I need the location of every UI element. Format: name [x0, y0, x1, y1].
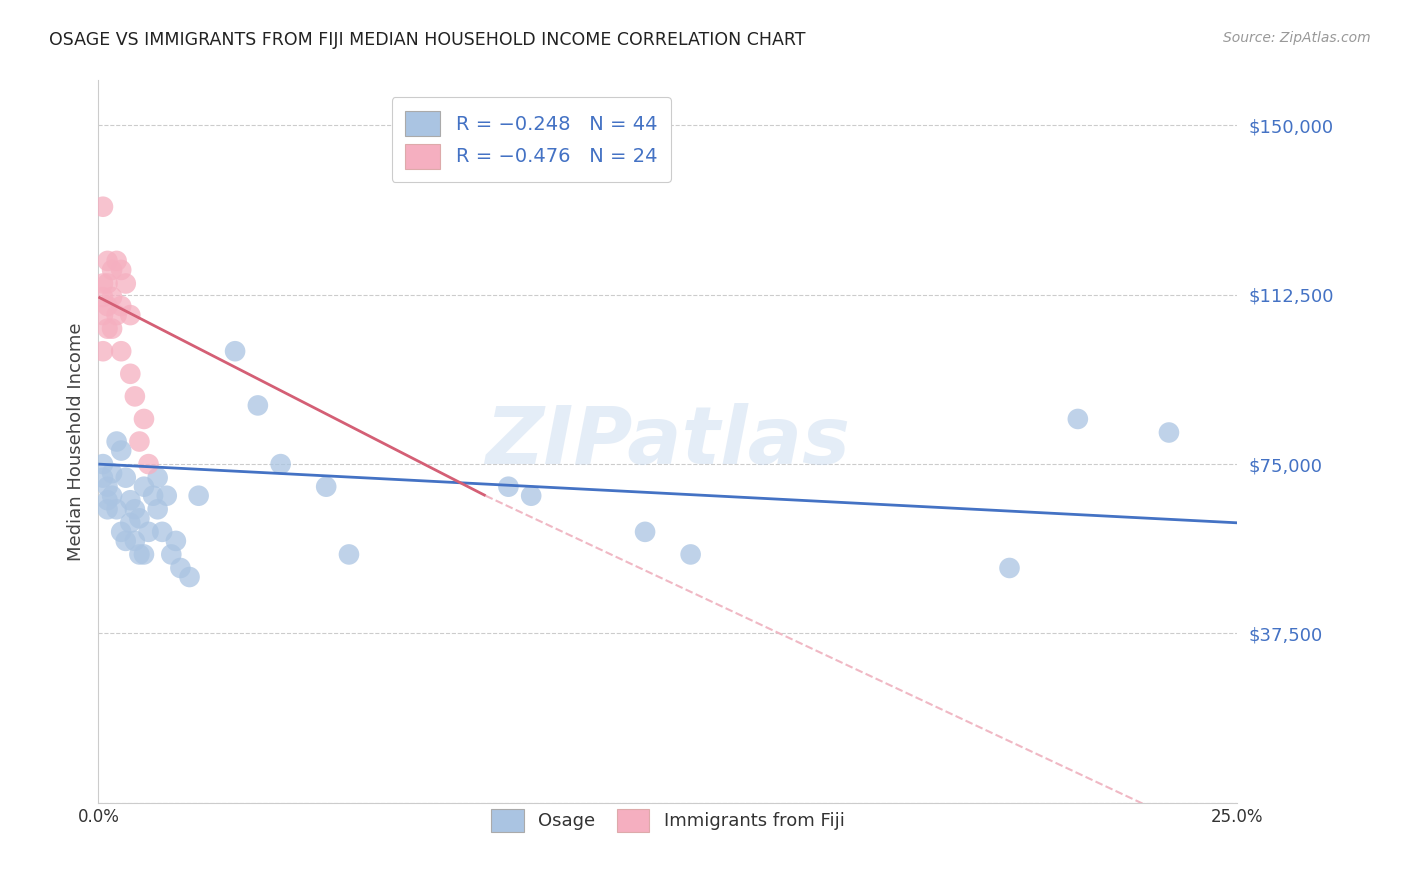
Point [1067, 412, 1090, 426]
Point [187, 489, 209, 503]
Point [156, 489, 179, 503]
Point [114, 277, 136, 291]
Point [165, 533, 187, 548]
Point [270, 457, 292, 471]
Point [138, 457, 160, 471]
Point [105, 434, 128, 449]
Point [138, 524, 160, 539]
Point [120, 308, 142, 322]
Point [110, 299, 132, 313]
Point [128, 434, 150, 449]
Point [101, 263, 124, 277]
Point [120, 493, 142, 508]
Point [105, 253, 128, 268]
Point [998, 561, 1021, 575]
Point [96, 253, 118, 268]
Point [124, 533, 146, 548]
Point [128, 511, 150, 525]
Point [132, 548, 155, 562]
Point [96, 502, 118, 516]
Point [91, 277, 114, 291]
Point [150, 524, 173, 539]
Point [91, 290, 114, 304]
Point [124, 389, 146, 403]
Point [142, 489, 165, 503]
Point [114, 470, 136, 484]
Point [128, 548, 150, 562]
Legend: Osage, Immigrants from Fiji: Osage, Immigrants from Fiji [482, 799, 853, 841]
Point [91, 457, 114, 471]
Point [315, 480, 337, 494]
Point [91, 200, 114, 214]
Point [132, 412, 155, 426]
Point [520, 489, 543, 503]
Point [634, 524, 657, 539]
Point [96, 480, 118, 494]
Point [96, 299, 118, 313]
Text: ZIPatlas: ZIPatlas [485, 402, 851, 481]
Point [160, 548, 183, 562]
Point [337, 548, 360, 562]
Point [110, 524, 132, 539]
Point [169, 561, 191, 575]
Point [101, 489, 124, 503]
Point [120, 516, 142, 530]
Point [101, 466, 124, 480]
Point [105, 308, 128, 322]
Point [96, 493, 118, 508]
Point [146, 502, 169, 516]
Point [498, 480, 520, 494]
Point [96, 321, 118, 335]
Point [110, 344, 132, 359]
Text: Source: ZipAtlas.com: Source: ZipAtlas.com [1223, 31, 1371, 45]
Point [114, 533, 136, 548]
Point [679, 548, 702, 562]
Point [91, 470, 114, 484]
Y-axis label: Median Household Income: Median Household Income [66, 322, 84, 561]
Point [124, 502, 146, 516]
Point [110, 263, 132, 277]
Text: OSAGE VS IMMIGRANTS FROM FIJI MEDIAN HOUSEHOLD INCOME CORRELATION CHART: OSAGE VS IMMIGRANTS FROM FIJI MEDIAN HOU… [49, 31, 806, 49]
Point [101, 290, 124, 304]
Point [132, 480, 155, 494]
Point [110, 443, 132, 458]
Point [146, 470, 169, 484]
Point [224, 344, 246, 359]
Point [91, 344, 114, 359]
Point [96, 277, 118, 291]
Point [120, 367, 142, 381]
Point [105, 502, 128, 516]
Point [91, 308, 114, 322]
Point [1157, 425, 1180, 440]
Point [101, 321, 124, 335]
Point [246, 398, 269, 412]
Point [179, 570, 201, 584]
